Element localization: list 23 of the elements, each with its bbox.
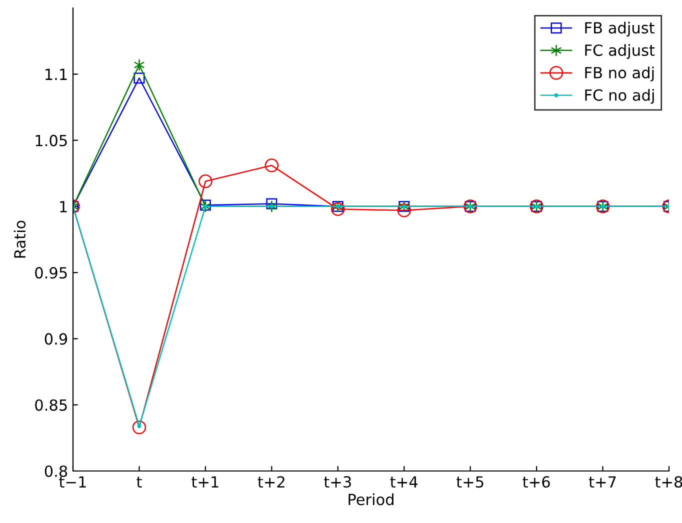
x-tick-label: t+1 bbox=[192, 476, 218, 488]
x-tick-label: t+4 bbox=[390, 476, 418, 488]
y-axis-title: Ratio bbox=[14, 220, 26, 258]
y-tick-label: 1 bbox=[60, 201, 67, 212]
legend-label: FB no adj bbox=[585, 66, 654, 82]
x-tick-label: t+5 bbox=[456, 476, 484, 488]
y-tick-label: 1.05 bbox=[36, 134, 67, 146]
x-axis-title: Period bbox=[348, 493, 394, 506]
legend-label: FC no adj bbox=[585, 89, 654, 104]
legend-label: FB adjust bbox=[585, 22, 654, 37]
y-tick-label: 0.95 bbox=[35, 267, 67, 279]
x-tick-label: t+7 bbox=[588, 476, 616, 488]
x-tick-label: t−1 bbox=[59, 476, 86, 488]
y-tick-label: 0.9 bbox=[44, 333, 68, 345]
x-tick-label: t+3 bbox=[324, 476, 351, 488]
y-tick-label: 0.85 bbox=[35, 399, 67, 411]
x-tick-label: t bbox=[136, 476, 142, 488]
y-tick-label: 0.8 bbox=[44, 465, 68, 478]
legend-label: FC adjust bbox=[585, 44, 655, 59]
x-tick-label: t+8 bbox=[655, 476, 682, 488]
x-tick-label: t+6 bbox=[522, 476, 550, 488]
y-tick-label: 1.1 bbox=[46, 68, 67, 80]
x-tick-label: t+2 bbox=[258, 476, 284, 488]
